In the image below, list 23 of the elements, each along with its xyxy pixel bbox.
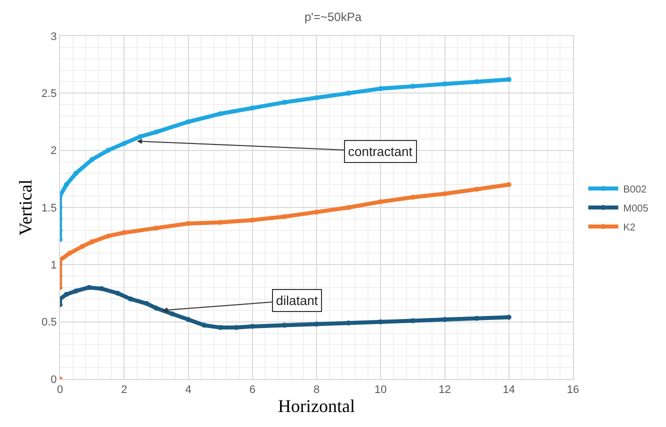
x-tick-label: 14: [502, 384, 516, 396]
y-axis-title: Vertical: [16, 180, 36, 236]
x-tick-label: 6: [249, 384, 256, 396]
legend-label: K2: [623, 222, 636, 234]
y-tick-label: 2: [50, 145, 57, 158]
x-tick-label: 10: [374, 384, 387, 396]
x-tick-label: 12: [438, 384, 451, 396]
y-tick-label: 1.5: [42, 202, 57, 214]
legend-label: B002: [623, 184, 648, 196]
x-tick-label: 8: [313, 384, 320, 396]
x-tick-label: 2: [121, 384, 128, 396]
y-tick-label: 1: [50, 260, 57, 272]
y-tick-label: 2.5: [42, 88, 57, 100]
legend-label: M005: [623, 203, 649, 214]
annotation: dilatant: [276, 293, 318, 308]
chart-title: p'=~50kPa: [304, 10, 362, 24]
x-axis-title: Horizontal: [278, 396, 355, 416]
annotation: contractant: [348, 144, 413, 159]
x-tick-label: 16: [566, 384, 580, 396]
y-tick-label: 0: [50, 374, 57, 386]
y-tick-label: 3: [50, 30, 57, 43]
x-tick-label: 4: [185, 384, 192, 396]
y-tick-label: 0.5: [42, 316, 57, 329]
